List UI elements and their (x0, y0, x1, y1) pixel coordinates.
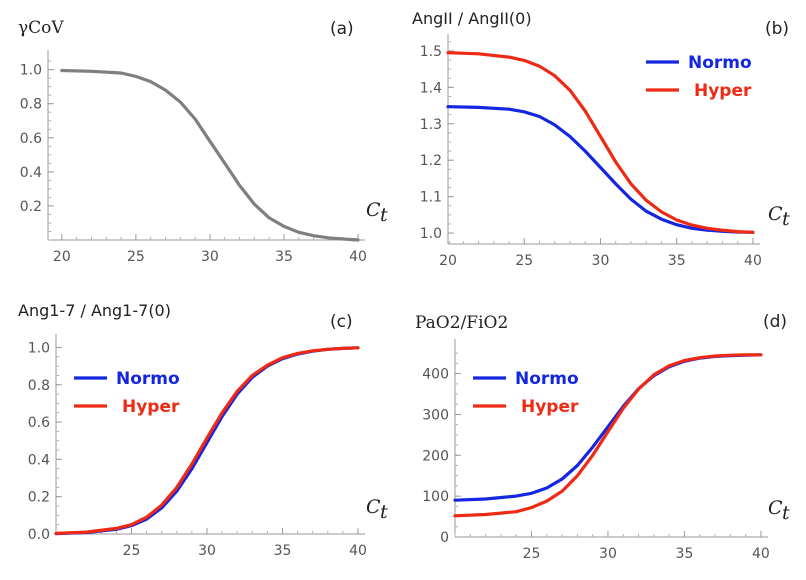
panel-d: 0 100 200 300 400 25 30 35 40 Normo Hyper PaO2/FiO2… (415, 312, 790, 562)
x-axis-label: C (366, 199, 381, 221)
y-tick-label: 0.4 (20, 165, 42, 181)
panel-title: Ang1-7 / Ang1-7(0) (18, 301, 171, 320)
y-tick-label: 0.8 (28, 378, 50, 394)
y-tick-label: 200 (422, 448, 449, 464)
x-tick-label: 25 (127, 249, 145, 265)
panel-label: (c) (330, 312, 353, 332)
y-tick-label: 0.2 (20, 199, 42, 215)
y-tick-label: 0.4 (28, 452, 50, 468)
x-tick-label: 40 (349, 249, 367, 265)
x-tick-label: 40 (744, 253, 762, 269)
x-axis-label: C (768, 203, 783, 225)
y-tick-label: 0 (440, 530, 449, 546)
series-line-hyper (54, 346, 360, 536)
series-line-hyper (453, 353, 763, 518)
x-tick-label: 20 (53, 249, 71, 265)
legend-label-hyper: Hyper (122, 397, 180, 417)
y-tick-label: 0.6 (20, 131, 42, 147)
y-tick-label: 1.2 (420, 153, 442, 169)
x-tick-label: 35 (668, 253, 686, 269)
x-tick-label: 35 (274, 543, 292, 559)
legend-label-hyper: Hyper (694, 81, 752, 101)
y-tick-label: 0.2 (28, 490, 50, 506)
legend-label-hyper: Hyper (521, 397, 579, 417)
legend-label-normo: Normo (515, 369, 579, 389)
legend-label-normo: Normo (688, 53, 752, 73)
x-axis-label-subscript: t (782, 208, 790, 230)
y-tick-label: 1.0 (20, 63, 42, 79)
panel-a: 0.2 0.4 0.6 0.8 1.0 20 25 30 35 40 γCoV (a) C t (18, 18, 388, 265)
y-tick-label: 1.0 (420, 226, 442, 242)
panel-label: (a) (330, 19, 354, 39)
y-tick-label: 0.0 (28, 527, 50, 543)
x-axis-label: C (768, 497, 783, 519)
panel-label: (b) (765, 19, 789, 39)
x-tick-label: 25 (123, 543, 141, 559)
x-tick-label: 20 (439, 253, 457, 269)
series-line-main (60, 68, 360, 242)
x-tick-label: 25 (523, 546, 541, 562)
x-tick-label: 30 (201, 249, 219, 265)
series-line-normo (446, 105, 755, 234)
y-tick-label: 0.6 (28, 415, 50, 431)
panel-label: (d) (763, 312, 787, 332)
x-tick-label: 40 (752, 546, 770, 562)
x-axis-label: C (366, 496, 381, 518)
series-line-hyper (446, 51, 755, 234)
x-tick-label: 30 (592, 253, 610, 269)
y-tick-label: 1.4 (420, 80, 442, 96)
y-tick-label: 1.5 (420, 44, 442, 60)
x-tick-label: 35 (275, 249, 293, 265)
panel-title: γCoV (18, 18, 64, 38)
y-tick-label: 300 (422, 407, 449, 423)
y-tick-label: 1.0 (28, 340, 50, 356)
x-tick-label: 30 (198, 543, 216, 559)
x-tick-label: 40 (349, 543, 367, 559)
x-tick-label: 35 (676, 546, 694, 562)
x-axis-label-subscript: t (380, 204, 388, 226)
panel-title: PaO2/FiO2 (415, 313, 508, 333)
x-axis-label-subscript: t (380, 501, 388, 523)
panel-b: 1.0 1.1 1.2 1.3 1.4 1.5 20 25 30 35 40 Normo Hyper An… (412, 9, 790, 269)
panel-c: 0.0 0.2 0.4 0.6 0.8 1.0 25 30 35 40 Normo Hyper Ang1… (18, 301, 388, 559)
y-tick-label: 100 (422, 489, 449, 505)
y-tick-label: 1.1 (420, 190, 442, 206)
y-tick-label: 400 (422, 367, 449, 383)
y-tick-label: 1.3 (420, 117, 442, 133)
x-tick-label: 30 (599, 546, 617, 562)
x-axis-label-subscript: t (782, 502, 790, 524)
x-tick-label: 25 (515, 253, 533, 269)
legend-label-normo: Normo (116, 369, 180, 389)
y-tick-label: 0.8 (20, 97, 42, 113)
panel-title: AngII / AngII(0) (412, 9, 532, 28)
